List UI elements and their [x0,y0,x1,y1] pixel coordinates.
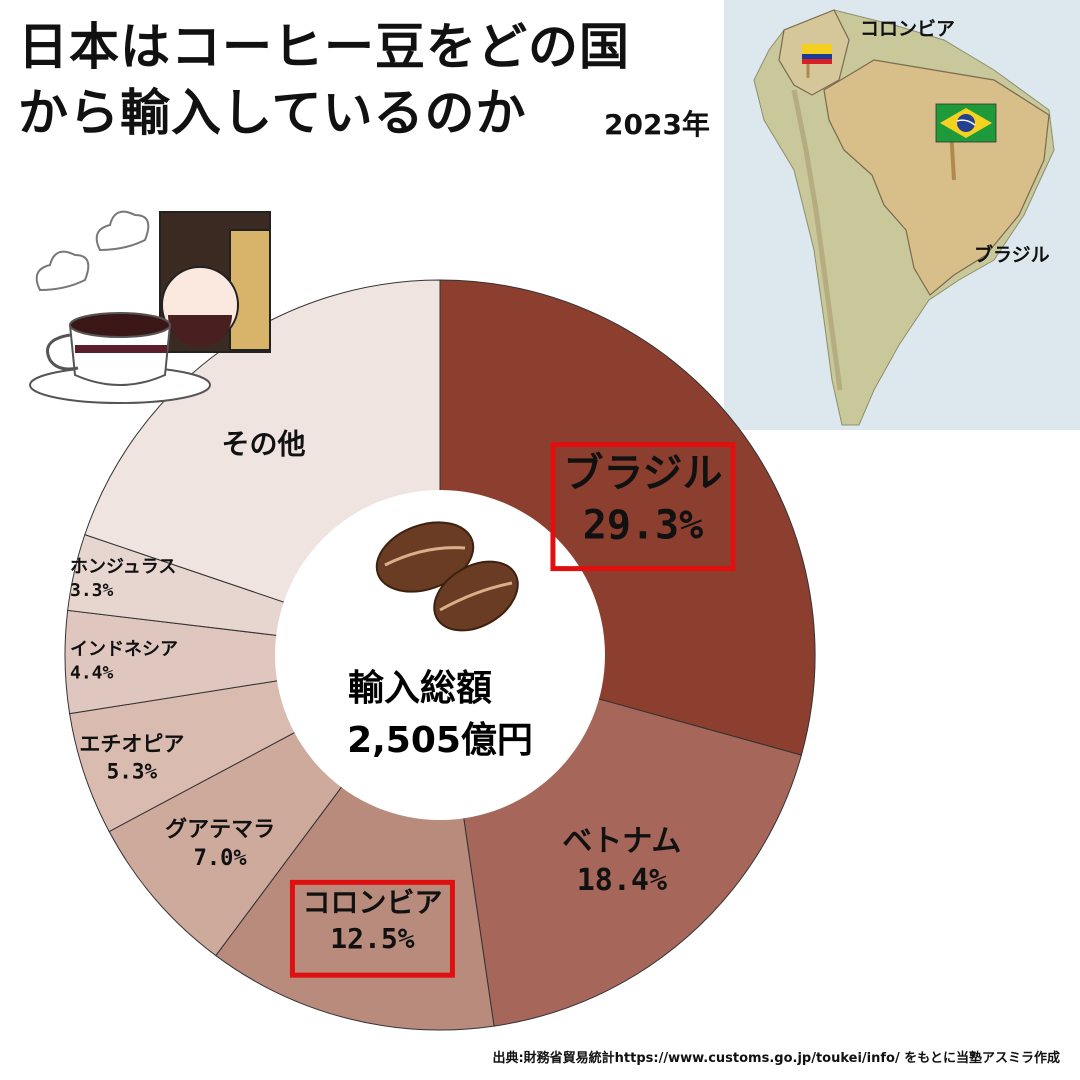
title-line-2: から輸入しているのか [18,84,527,142]
map-illustration [724,0,1080,430]
highlight-boxes [289,442,736,978]
brazil-flag-icon [935,103,997,181]
coffee-cup-icon [29,312,211,404]
slice-label-7: ホンジュラス [70,556,176,577]
page-title: 日本はコーヒー豆をどの国 から輸入しているのか [18,14,630,146]
south-america-map: コロンビア ブラジル [724,0,1080,430]
colombia-flag-icon [802,44,832,78]
center-label: 輸入総額 [348,668,492,709]
slice-value-3: 12.5% [330,922,414,955]
map-label-brazil: ブラジル [974,244,1050,266]
slice-value-6: 4.4% [70,663,114,684]
slice-value-2: 18.4% [577,863,667,898]
slice-value-5: 5.3% [107,759,158,783]
slice-label-4: グアテマラ [165,816,275,842]
slice-label-8: その他 [221,427,305,460]
highlight-box-3 [289,879,455,978]
source-note: 出典:財務省貿易統計https://www.customs.go.jp/touk… [492,1051,1060,1066]
year-label: 2023年 [604,108,710,141]
slice-value-4: 7.0% [194,846,248,871]
center-value: 2,505億円 [347,720,533,761]
slice-label-5: エチオピア [79,732,184,756]
map-label-colombia: コロンビア [860,18,956,40]
donut-hole [275,490,605,820]
slice-label-3: コロンビア [302,886,442,919]
slice-label-1: ブラジル [563,451,722,497]
slice-label-2: ベトナム [562,824,681,859]
slice-value-1: 29.3% [583,503,703,549]
title-line-1: 日本はコーヒー豆をどの国 [18,18,630,76]
coffee-illustration [29,210,271,404]
highlight-box-1 [550,442,736,572]
andes-relief [791,89,843,391]
coffee-maker-icon [159,211,271,353]
steam-icon [35,210,150,292]
coffee-beans-icon [375,521,519,632]
slice-label-6: インドネシア [70,639,178,660]
slice-value-7: 3.3% [70,580,114,601]
